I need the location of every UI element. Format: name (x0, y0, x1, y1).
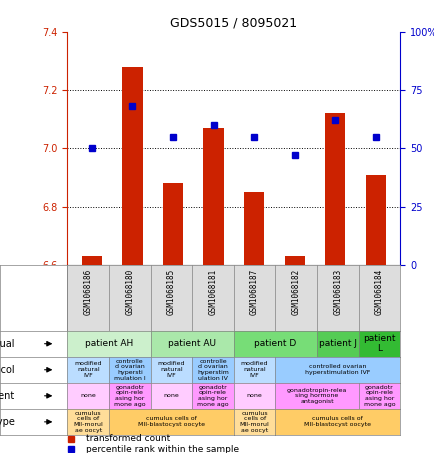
Text: controlle
d ovarian
hyperstim
ulation IV: controlle d ovarian hyperstim ulation IV (197, 359, 228, 381)
Bar (203, 128, 223, 265)
Bar (324, 113, 345, 265)
Text: GSM1068180: GSM1068180 (125, 268, 134, 314)
Text: transformed count: transformed count (85, 434, 170, 443)
Text: modified
natural
IVF: modified natural IVF (74, 361, 102, 378)
Text: none: none (163, 393, 179, 398)
Bar (365, 174, 385, 265)
Text: gonadotr
opin-rele
asing hor
mone ago: gonadotr opin-rele asing hor mone ago (114, 385, 145, 407)
Text: modified
natural
IVF: modified natural IVF (240, 361, 268, 378)
Text: patient
L: patient L (362, 334, 395, 353)
Text: GSM1068185: GSM1068185 (167, 268, 175, 314)
Text: gonadotr
opin-rele
asing hor
mone ago: gonadotr opin-rele asing hor mone ago (197, 385, 228, 407)
Text: individual: individual (0, 339, 15, 349)
Text: GSM1068183: GSM1068183 (332, 268, 342, 314)
Text: patient J: patient J (318, 339, 356, 348)
Text: patient D: patient D (254, 339, 296, 348)
Text: cumulus cells of
MII-blastocyst oocyte: cumulus cells of MII-blastocyst oocyte (304, 416, 371, 427)
Text: GSM1068187: GSM1068187 (250, 268, 259, 314)
Text: GSM1068186: GSM1068186 (83, 268, 92, 314)
Text: GSM1068181: GSM1068181 (208, 268, 217, 314)
Text: none: none (80, 393, 96, 398)
Text: cell type: cell type (0, 417, 15, 427)
Title: GDS5015 / 8095021: GDS5015 / 8095021 (170, 16, 297, 29)
Text: GSM1068182: GSM1068182 (291, 268, 300, 314)
Text: GSM1068184: GSM1068184 (374, 268, 383, 314)
Text: gonadotr
opin-rele
asing hor
mone ago: gonadotr opin-rele asing hor mone ago (363, 385, 395, 407)
Text: gonadotropin-relea
sing hormone
antagonist: gonadotropin-relea sing hormone antagoni… (286, 387, 346, 404)
Text: agent: agent (0, 391, 15, 401)
Text: protocol: protocol (0, 365, 15, 375)
Text: cumulus
cells of
MII-morul
ae oocyt: cumulus cells of MII-morul ae oocyt (239, 411, 269, 433)
Text: cumulus
cells of
MII-morul
ae oocyt: cumulus cells of MII-morul ae oocyt (73, 411, 103, 433)
Text: cumulus cells of
MII-blastocyst oocyte: cumulus cells of MII-blastocyst oocyte (138, 416, 204, 427)
Bar (122, 67, 142, 265)
Bar (82, 256, 102, 265)
Text: controlled ovarian
hyperstimulation IVF: controlled ovarian hyperstimulation IVF (304, 364, 370, 375)
Text: percentile rank within the sample: percentile rank within the sample (85, 444, 238, 453)
Text: modified
natural
IVF: modified natural IVF (157, 361, 185, 378)
Text: none: none (246, 393, 262, 398)
Text: patient AH: patient AH (85, 339, 133, 348)
Text: controlle
d ovarian
hypersti
mulation I: controlle d ovarian hypersti mulation I (114, 359, 145, 381)
Bar (243, 192, 263, 265)
Bar (284, 256, 304, 265)
Bar (162, 183, 183, 265)
Text: patient AU: patient AU (168, 339, 216, 348)
